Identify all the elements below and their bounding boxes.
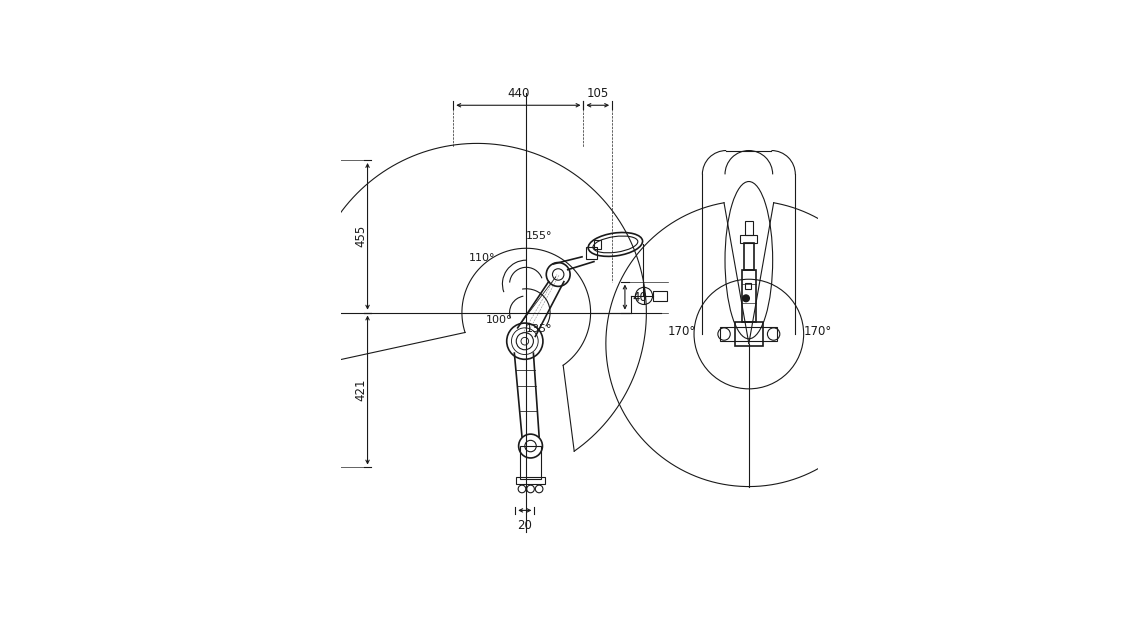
- Bar: [520, 446, 541, 479]
- Bar: [742, 270, 756, 322]
- Text: 421: 421: [354, 379, 366, 401]
- Bar: [653, 291, 667, 301]
- Text: 155°: 155°: [526, 232, 552, 241]
- Text: 170°: 170°: [668, 325, 697, 338]
- Bar: [741, 235, 758, 243]
- Text: 100°: 100°: [485, 314, 512, 325]
- Text: 110°: 110°: [468, 253, 495, 263]
- Bar: [594, 240, 601, 249]
- Bar: [744, 243, 753, 270]
- Text: 440: 440: [507, 87, 529, 100]
- Text: 40: 40: [632, 290, 647, 303]
- Bar: [516, 477, 545, 484]
- Text: 170°: 170°: [804, 325, 832, 338]
- Text: 105: 105: [587, 87, 608, 100]
- Text: 135°: 135°: [526, 324, 552, 334]
- Bar: [586, 248, 597, 259]
- Bar: [720, 327, 777, 341]
- Bar: [745, 282, 751, 288]
- Text: 20: 20: [517, 519, 533, 532]
- Bar: [734, 322, 763, 346]
- Bar: [745, 220, 752, 235]
- Text: 455: 455: [354, 225, 366, 248]
- Circle shape: [743, 295, 750, 301]
